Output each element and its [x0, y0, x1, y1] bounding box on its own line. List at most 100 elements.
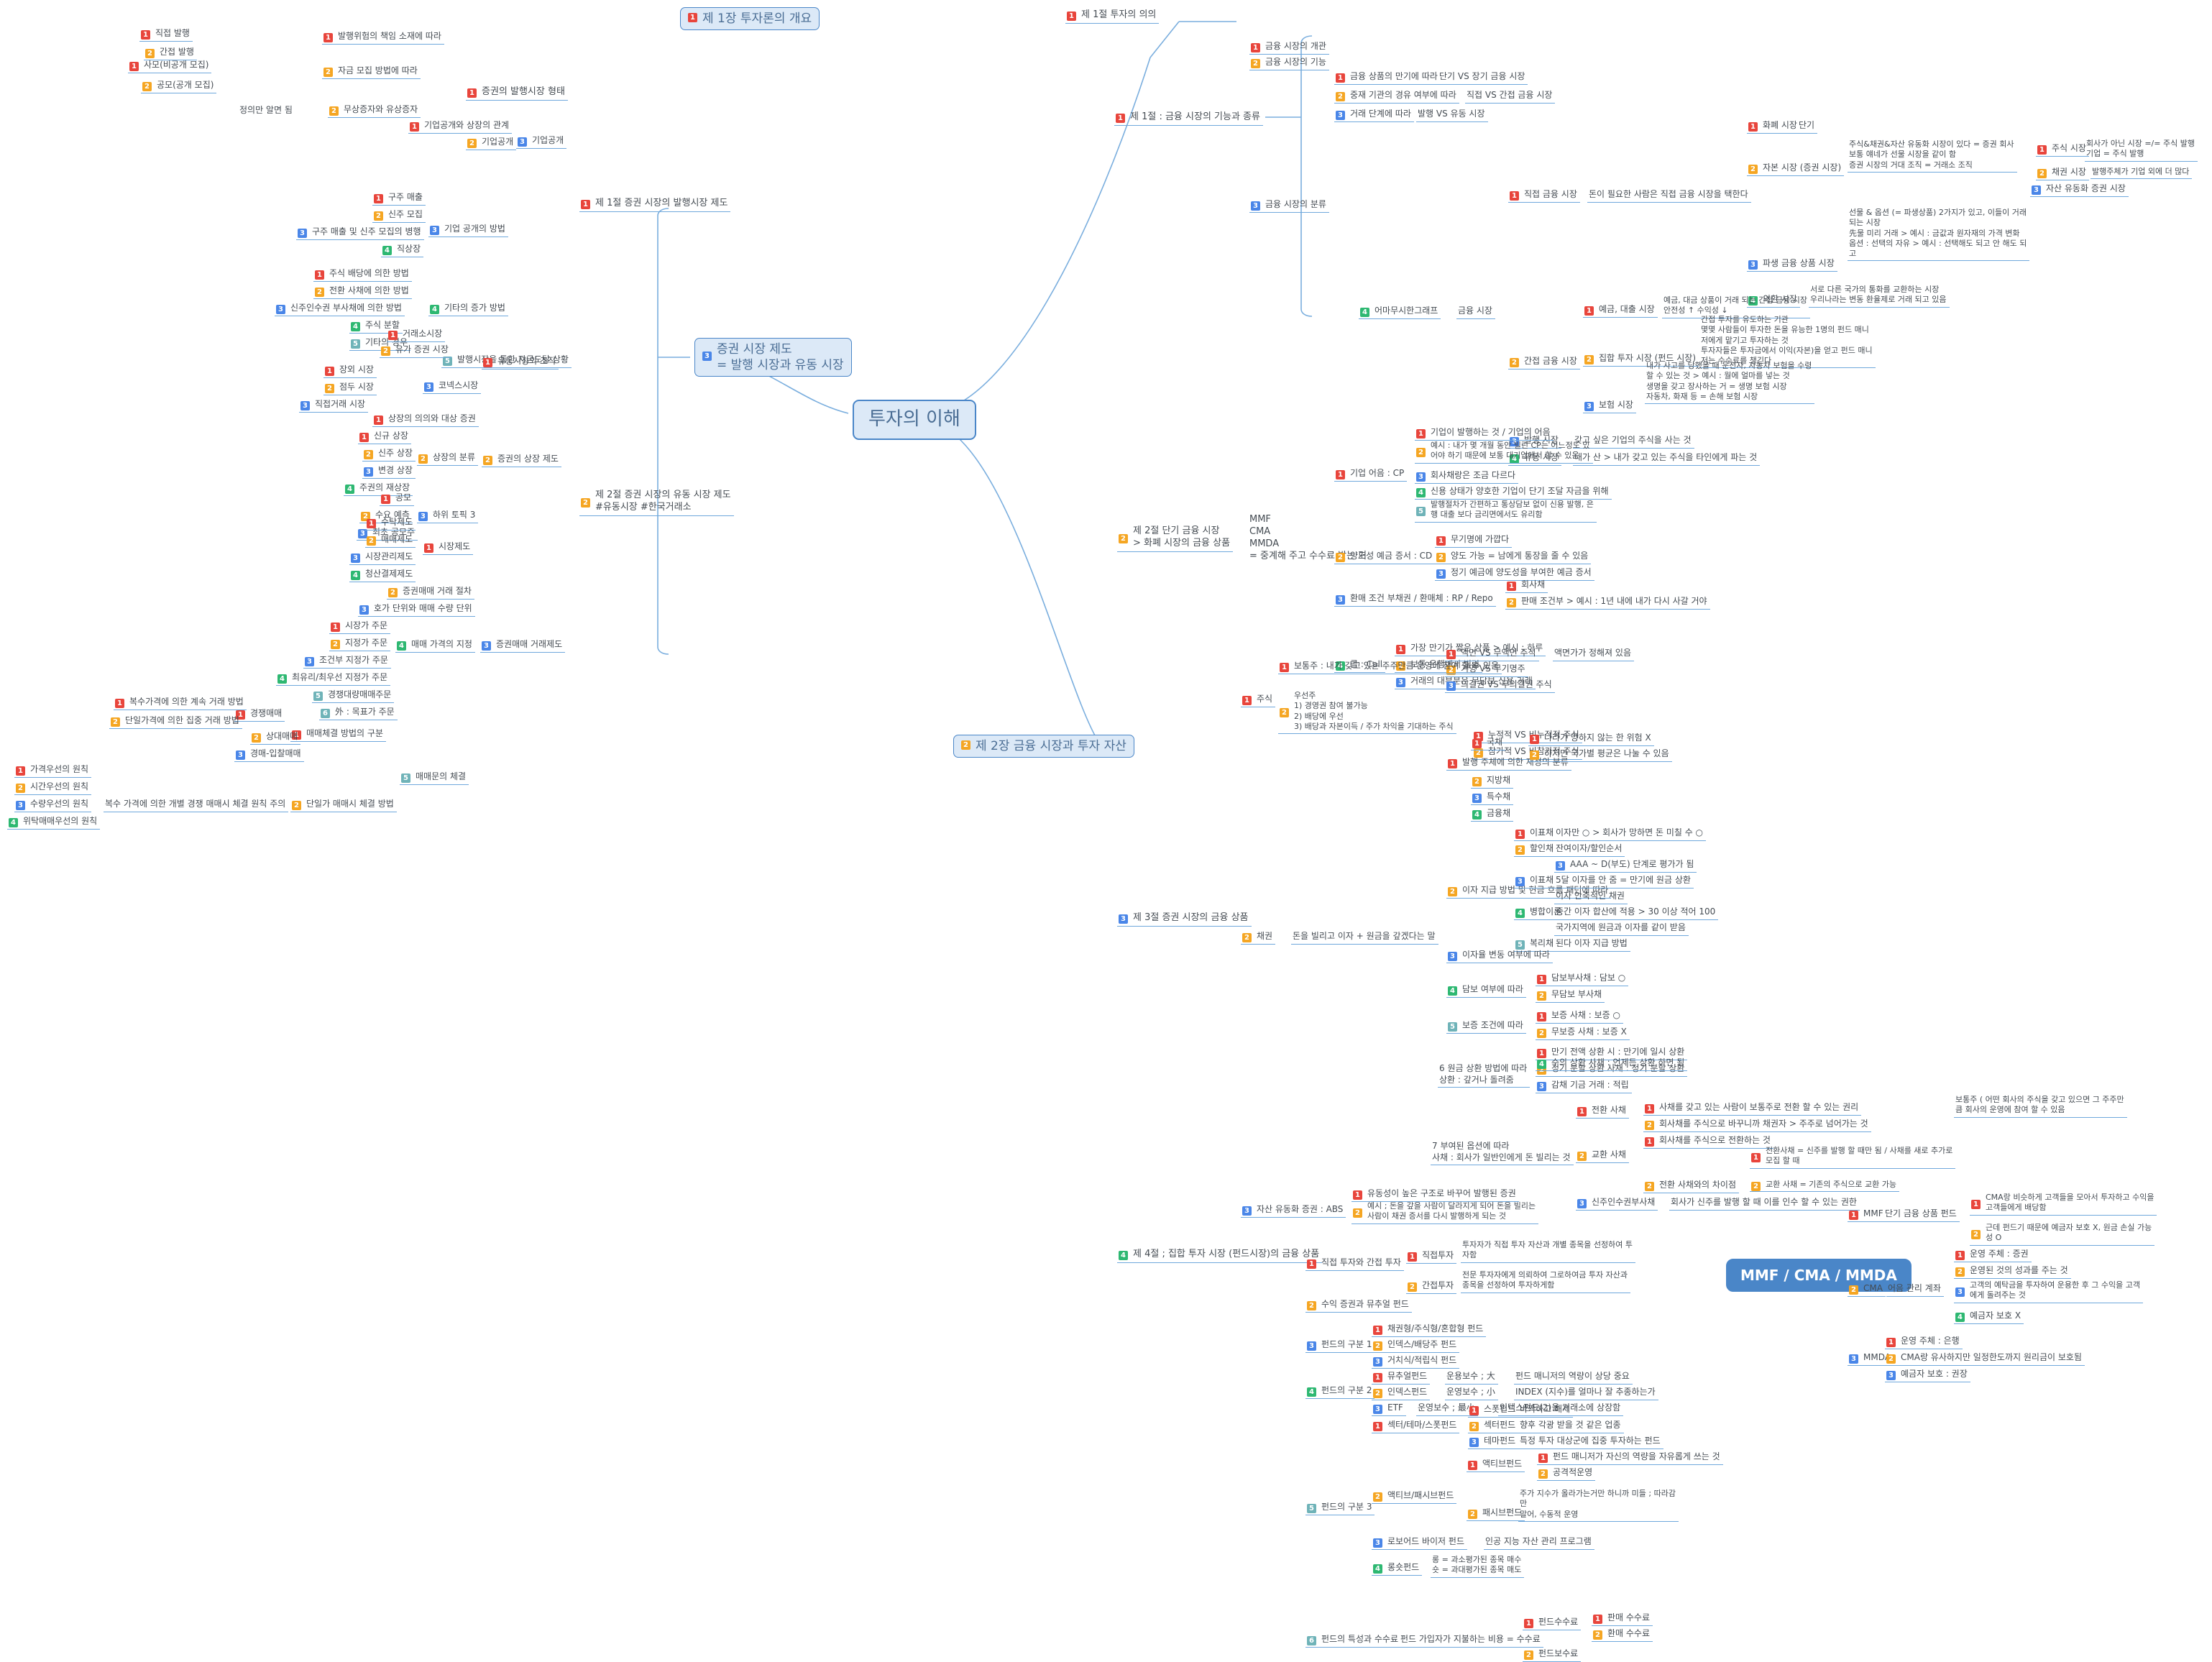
cp-5[interactable]: 5 발행절차가 간편하고 통상담보 없이 신용 발행, 은 행 대출 보다 금리면…	[1415, 499, 1597, 523]
cb-note-2[interactable]: 2 회사채를 주식으로 바꾸니까 채권자 > 주주로 넘어가는 것	[1643, 1118, 1871, 1132]
passive-fund-note[interactable]: 주가 지수가 올라가는거만 하니까 미들 ; 따라감 만 말어, 수동적 운영	[1518, 1488, 1679, 1522]
bond-market-note[interactable]: 발행주체가 기업 외에 더 많다	[2091, 166, 2193, 180]
by-interest-payment[interactable]: 2 이자 지급 방법 및 현금 흐름 패턴에 따라	[1446, 884, 1612, 899]
indirect-investment[interactable]: 2 간접투자	[1406, 1280, 1457, 1294]
direct-issue[interactable]: 1 직접 발행	[139, 27, 193, 42]
unguaranteed-bond[interactable]: 2 무보증 사채 : 보증 X	[1536, 1026, 1630, 1040]
ipo-method[interactable]: 3 기업 공개의 방법	[428, 223, 508, 237]
gov-bond-2[interactable]: 2 하지만 국가별 평균은 나눌 수 있음	[1528, 748, 1672, 762]
bond-node[interactable]: 2 채권	[1241, 930, 1276, 945]
mutual-fund[interactable]: 1 뮤추얼펀드	[1372, 1370, 1431, 1385]
conditional-limit-order[interactable]: 3 조건부 지정가 주문	[303, 654, 391, 669]
counter-market[interactable]: 2 점두 시장	[323, 381, 377, 395]
discount-note[interactable]: 잔여이자/할인순서	[1554, 843, 1625, 857]
market-overview[interactable]: 1 금융 시장의 개관	[1249, 40, 1329, 55]
discount-bond[interactable]: 2 할인채	[1514, 843, 1557, 857]
mutual-fee[interactable]: 운용보수 ; 大	[1445, 1370, 1498, 1385]
sector-fund-note[interactable]: 향후 각광 받을 것 같은 업종	[1518, 1419, 1624, 1433]
long-short-note[interactable]: 롱 = 과소평가된 종목 매수 숏 = 과대평가된 종목 매도	[1431, 1554, 1525, 1578]
fund-management-fee[interactable]: 2 펀드보수료	[1523, 1648, 1582, 1662]
fund-div-2[interactable]: 4 펀드의 구분 2	[1305, 1385, 1375, 1399]
fund-note[interactable]: 간접 투자를 유도하는 기관 몇몇 사람들이 투자한 돈을 유능한 1명의 펀드…	[1699, 314, 1876, 369]
fund-div-1a[interactable]: 1 채권형/주식형/혼합형 펀드	[1372, 1323, 1487, 1337]
market-function[interactable]: 2 금융 시장의 기능	[1249, 56, 1329, 70]
par-vs-nopar[interactable]: 1 액면 VS 무액면 주식	[1445, 647, 1539, 661]
active-fund-2[interactable]: 2 공격적운영	[1537, 1466, 1596, 1481]
sub-topic-3[interactable]: 3 하위 토픽 3	[417, 509, 479, 523]
money-market[interactable]: 1 화폐 시장	[1747, 119, 1800, 134]
exchangeable-bond[interactable]: 2 교환 사채	[1576, 1149, 1629, 1163]
cma-detail-2[interactable]: 2 운영된 것의 성과를 주는 것	[1954, 1264, 2071, 1279]
listing-meaning[interactable]: 1 상장의 의의와 대상 증권	[372, 413, 479, 427]
cb-note-1-detail[interactable]: 보통주 ( 어떤 회사의 주식을 갖고 있으면 그 주주만 큼 회사의 운영에 …	[1954, 1094, 2127, 1118]
by-stage[interactable]: 3 거래 단계에 따라	[1334, 108, 1414, 122]
matching-method-class[interactable]: 1 매매체결 방법의 구분	[290, 727, 386, 742]
capital-market-note[interactable]: 주식&채권&자산 유동화 시장이 있다 = 증권 회사 보통 얘네가 선물 시장…	[1848, 139, 2017, 173]
bonus-rights-issue[interactable]: 2 무상증자와 유상증자	[328, 104, 421, 118]
abs-node[interactable]: 3 자산 유동화 증권 : ABS	[1241, 1203, 1346, 1218]
robo-advisor-fund[interactable]: 3 로보어드 바이저 펀드	[1372, 1535, 1467, 1550]
sale-commission[interactable]: 1 판매 수수료	[1592, 1612, 1653, 1626]
convertible-bond-method[interactable]: 2 전환 사채에 의한 방법	[313, 285, 412, 299]
by-stage-value[interactable]: 발행 VS 유동 시장	[1416, 108, 1488, 122]
liquid-market-note[interactable]: 내가 산 > 내가 갖고 있는 주식을 타인에게 파는 것	[1573, 451, 1761, 466]
by-collateral[interactable]: 4 담보 여부에 따라	[1446, 983, 1526, 998]
by-intermediary-value[interactable]: 직접 VS 간접 금융 시장	[1465, 89, 1556, 104]
cp-4[interactable]: 4 신용 상태가 양호한 기업이 단기 조달 자금을 위해	[1415, 485, 1612, 500]
limit-order[interactable]: 2 지정가 주문	[329, 637, 391, 651]
variable-note-1[interactable]: 중간 이자 합산에 적용 > 30 이상 적어 100	[1554, 906, 1719, 920]
money-market-note[interactable]: 단기	[1797, 119, 1818, 134]
quote-unit[interactable]: 3 호가 단위와 매매 수량 단위	[358, 602, 475, 617]
par-vs-nopar-value[interactable]: 액면가가 정해져 있음	[1553, 647, 1634, 661]
cma-detail-1[interactable]: 1 운영 주체 : 증권	[1954, 1248, 2032, 1262]
voting-vs-nonvoting[interactable]: 3 의결권 VS 무의결권 주식	[1445, 679, 1555, 693]
direct-finance-note[interactable]: 돈이 필요한 사람은 직접 금융 시장을 택한다	[1587, 188, 1751, 203]
etf-node[interactable]: 3 ETF	[1372, 1402, 1406, 1416]
by-option[interactable]: 7 부여된 옵션에 따라 사채 : 회사가 일반인에게 돈 빌리는 것	[1431, 1140, 1574, 1166]
active-passive[interactable]: 2 액티브/패시브펀드	[1372, 1489, 1457, 1504]
repay-1[interactable]: 1 만기 전액 상환 시 : 만기에 일시 상환	[1536, 1046, 1688, 1060]
term-bond[interactable]: 5 복리채	[1514, 937, 1557, 952]
relative-trade[interactable]: 2 상대매매	[250, 730, 301, 745]
fx-note[interactable]: 서로 다른 국가의 통화를 교환하는 시장 우리나라는 변동 환율제로 거래 되…	[1809, 284, 1950, 308]
change-listing[interactable]: 3 변경 상장	[362, 464, 416, 479]
guaranteed-bond[interactable]: 1 보증 사채 : 보증 ○	[1536, 1009, 1624, 1024]
first-ipo-stock[interactable]: 3 최초 공모주	[357, 526, 418, 541]
registered-vs-bearer[interactable]: 2 기명 VS 무기명주	[1445, 663, 1528, 677]
issue-risk-basis[interactable]: 1 발행위험의 책임 소재에 따라	[322, 30, 444, 45]
mmda-detail-1[interactable]: 1 운영 주체 : 은행	[1885, 1335, 1963, 1349]
beneficiary-mutual[interactable]: 2 수익 증권과 뮤추얼 펀드	[1305, 1298, 1412, 1313]
konex-market[interactable]: 3 코넥스시장	[423, 380, 482, 394]
etf-note[interactable]: 인덱스펀드(2)을 거래소에 상장함	[1498, 1402, 1624, 1416]
other-increase-method[interactable]: 4 기타의 증가 방법	[428, 302, 508, 316]
fund-fee-note[interactable]: 펀드 가입자가 지불하는 비용 = 수수료	[1399, 1633, 1543, 1648]
redemption-commission[interactable]: 2 환매 수수료	[1592, 1627, 1653, 1642]
cp-1[interactable]: 1 기업이 발행하는 것 / 기업의 어음	[1415, 426, 1554, 441]
auction-trade[interactable]: 3 경매-입찰매매	[234, 748, 304, 762]
mmf-note-label[interactable]: 단기 금융 상품 펀드	[1883, 1208, 1960, 1222]
eb-note-2[interactable]: 2 전환 사채와의 차이점	[1643, 1179, 1739, 1193]
mmf-detail-2[interactable]: 2 근데 펀드기 때문에 예금자 보호 X, 원금 손실 가능 성 O	[1970, 1222, 2155, 1246]
trade-procedure[interactable]: 2 증권매매 거래 절차	[387, 585, 474, 600]
direct-listing[interactable]: 4 직상장	[381, 243, 424, 257]
securities-market[interactable]: 2 유가 증권 시장	[380, 344, 451, 358]
unsecured-bond[interactable]: 2 무담보 부사채	[1536, 988, 1605, 1003]
exchange-market[interactable]: 1 거래소시장	[387, 328, 446, 342]
public-offering-node[interactable]: 1 공모	[380, 492, 415, 506]
financial-market[interactable]: 금융 시장	[1456, 305, 1495, 319]
mmf-detail-1[interactable]: 1 CMA랑 비슷하게 고객들을 모아서 투자하고 수익을 고객들에게 배당함	[1970, 1192, 2157, 1216]
stock-node[interactable]: 1 주식	[1241, 693, 1276, 707]
direct-finance-market[interactable]: 1 직접 금융 시장	[1508, 188, 1580, 203]
fund-div-1[interactable]: 3 펀드의 구분 1	[1305, 1339, 1375, 1353]
fund-raise-method[interactable]: 2 자금 모집 방법에 따라	[322, 65, 421, 79]
index-fund[interactable]: 2 인덱스펀드	[1372, 1386, 1431, 1400]
by-rate-variation[interactable]: 3 이자율 변동 여부에 따라	[1446, 949, 1553, 963]
long-short-fund[interactable]: 4 롱숏펀드	[1372, 1561, 1423, 1576]
fund-div-1c[interactable]: 3 거치식/적립식 펀드	[1372, 1354, 1460, 1369]
fund-market[interactable]: 2 집합 투자 시장 (펀드 시장)	[1583, 352, 1699, 367]
gov-bond[interactable]: 1 국채	[1471, 736, 1506, 750]
